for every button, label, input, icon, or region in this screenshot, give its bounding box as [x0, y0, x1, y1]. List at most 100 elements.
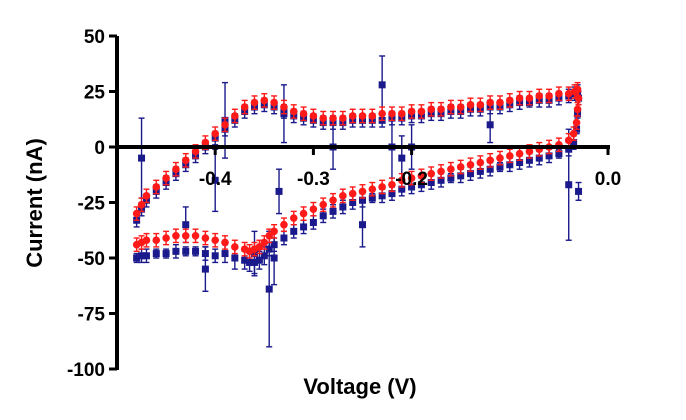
data-point: [569, 129, 578, 138]
data-point: [476, 167, 484, 175]
data-point: [221, 121, 229, 129]
data-point: [309, 112, 318, 120]
data-point: [221, 238, 229, 247]
data-point: [437, 105, 445, 114]
data-point: [270, 227, 278, 236]
data-point: [142, 192, 151, 200]
data-point: [339, 192, 347, 200]
data-point: [181, 156, 190, 165]
data-point: [496, 163, 504, 171]
data-point: [137, 200, 146, 209]
data-point: [211, 129, 219, 138]
data-point: [270, 98, 278, 107]
y-tick-label: 0: [94, 138, 105, 159]
data-point: [211, 176, 219, 184]
data-point: [378, 109, 386, 118]
data-point: [486, 165, 494, 173]
data-point: [398, 154, 406, 162]
data-point: [368, 185, 377, 193]
data-point: [181, 232, 190, 240]
data-point: [319, 114, 328, 122]
data-point: [319, 200, 328, 209]
data-point: [231, 112, 239, 120]
data-point: [191, 147, 200, 156]
data-point: [231, 254, 239, 262]
data-point: [378, 81, 386, 89]
data-point: [162, 174, 170, 182]
data-point: [525, 94, 534, 102]
y-axis-title: Current (nA): [22, 138, 47, 268]
data-point: [349, 199, 357, 206]
data-point: [192, 247, 200, 255]
data-point: [368, 194, 376, 202]
data-point: [572, 118, 581, 127]
data-point: [241, 256, 249, 264]
data-point: [417, 107, 426, 116]
data-point: [358, 112, 367, 120]
data-point: [152, 236, 161, 245]
data-point: [162, 250, 170, 258]
data-point: [265, 232, 274, 240]
data-point: [496, 98, 504, 107]
data-point: [476, 101, 485, 109]
data-point: [265, 285, 273, 293]
data-point: [515, 149, 524, 158]
data-point: [486, 121, 494, 129]
data-point: [329, 207, 337, 215]
x-tick-label: -0.3: [297, 169, 330, 190]
data-point: [398, 185, 406, 193]
data-point: [280, 234, 288, 242]
data-point: [388, 190, 396, 198]
data-point: [289, 214, 298, 222]
data-point: [260, 96, 269, 105]
data-point: [358, 187, 367, 196]
data-point: [378, 192, 386, 200]
data-point: [309, 218, 317, 226]
data-point: [348, 112, 357, 120]
data-point: [407, 174, 416, 182]
data-point: [275, 187, 283, 195]
data-point: [564, 89, 573, 98]
x-tick-label: 0.0: [595, 169, 621, 190]
data-point: [408, 183, 416, 191]
data-point: [545, 92, 553, 100]
data-point: [348, 189, 357, 198]
data-point: [535, 154, 543, 162]
y-tick-label: 50: [84, 27, 105, 48]
data-point: [564, 136, 573, 145]
y-tick-label: -75: [78, 305, 106, 326]
data-point: [506, 161, 514, 169]
y-tick-label: -100: [67, 360, 105, 381]
data-point: [516, 159, 524, 167]
data-point: [359, 221, 366, 229]
data-point: [182, 221, 190, 229]
data-point: [299, 109, 308, 118]
data-point: [329, 114, 337, 122]
data-point: [246, 258, 254, 266]
data-point: [260, 238, 269, 247]
data-point: [570, 87, 579, 96]
data-point: [201, 138, 210, 147]
x-tick-label: -0.4: [199, 169, 232, 190]
data-point: [255, 256, 263, 264]
data-point: [280, 103, 288, 111]
data-point: [172, 247, 180, 255]
x-tick-label: -0.2: [395, 169, 428, 190]
data-point: [172, 165, 180, 173]
data-point: [437, 176, 445, 184]
series-layer: [132, 55, 583, 348]
y-tick-label: -25: [78, 194, 106, 215]
data-point: [486, 156, 494, 165]
data-point: [476, 158, 485, 167]
data-point: [457, 172, 465, 180]
data-point: [437, 167, 445, 176]
data-point: [191, 232, 200, 240]
data-point: [201, 265, 209, 273]
data-point: [182, 247, 190, 255]
data-point: [427, 179, 435, 187]
data-point: [152, 183, 161, 191]
data-point: [447, 165, 455, 173]
data-point: [570, 139, 578, 147]
data-point: [359, 196, 366, 204]
y-tick-label: 25: [84, 83, 106, 104]
